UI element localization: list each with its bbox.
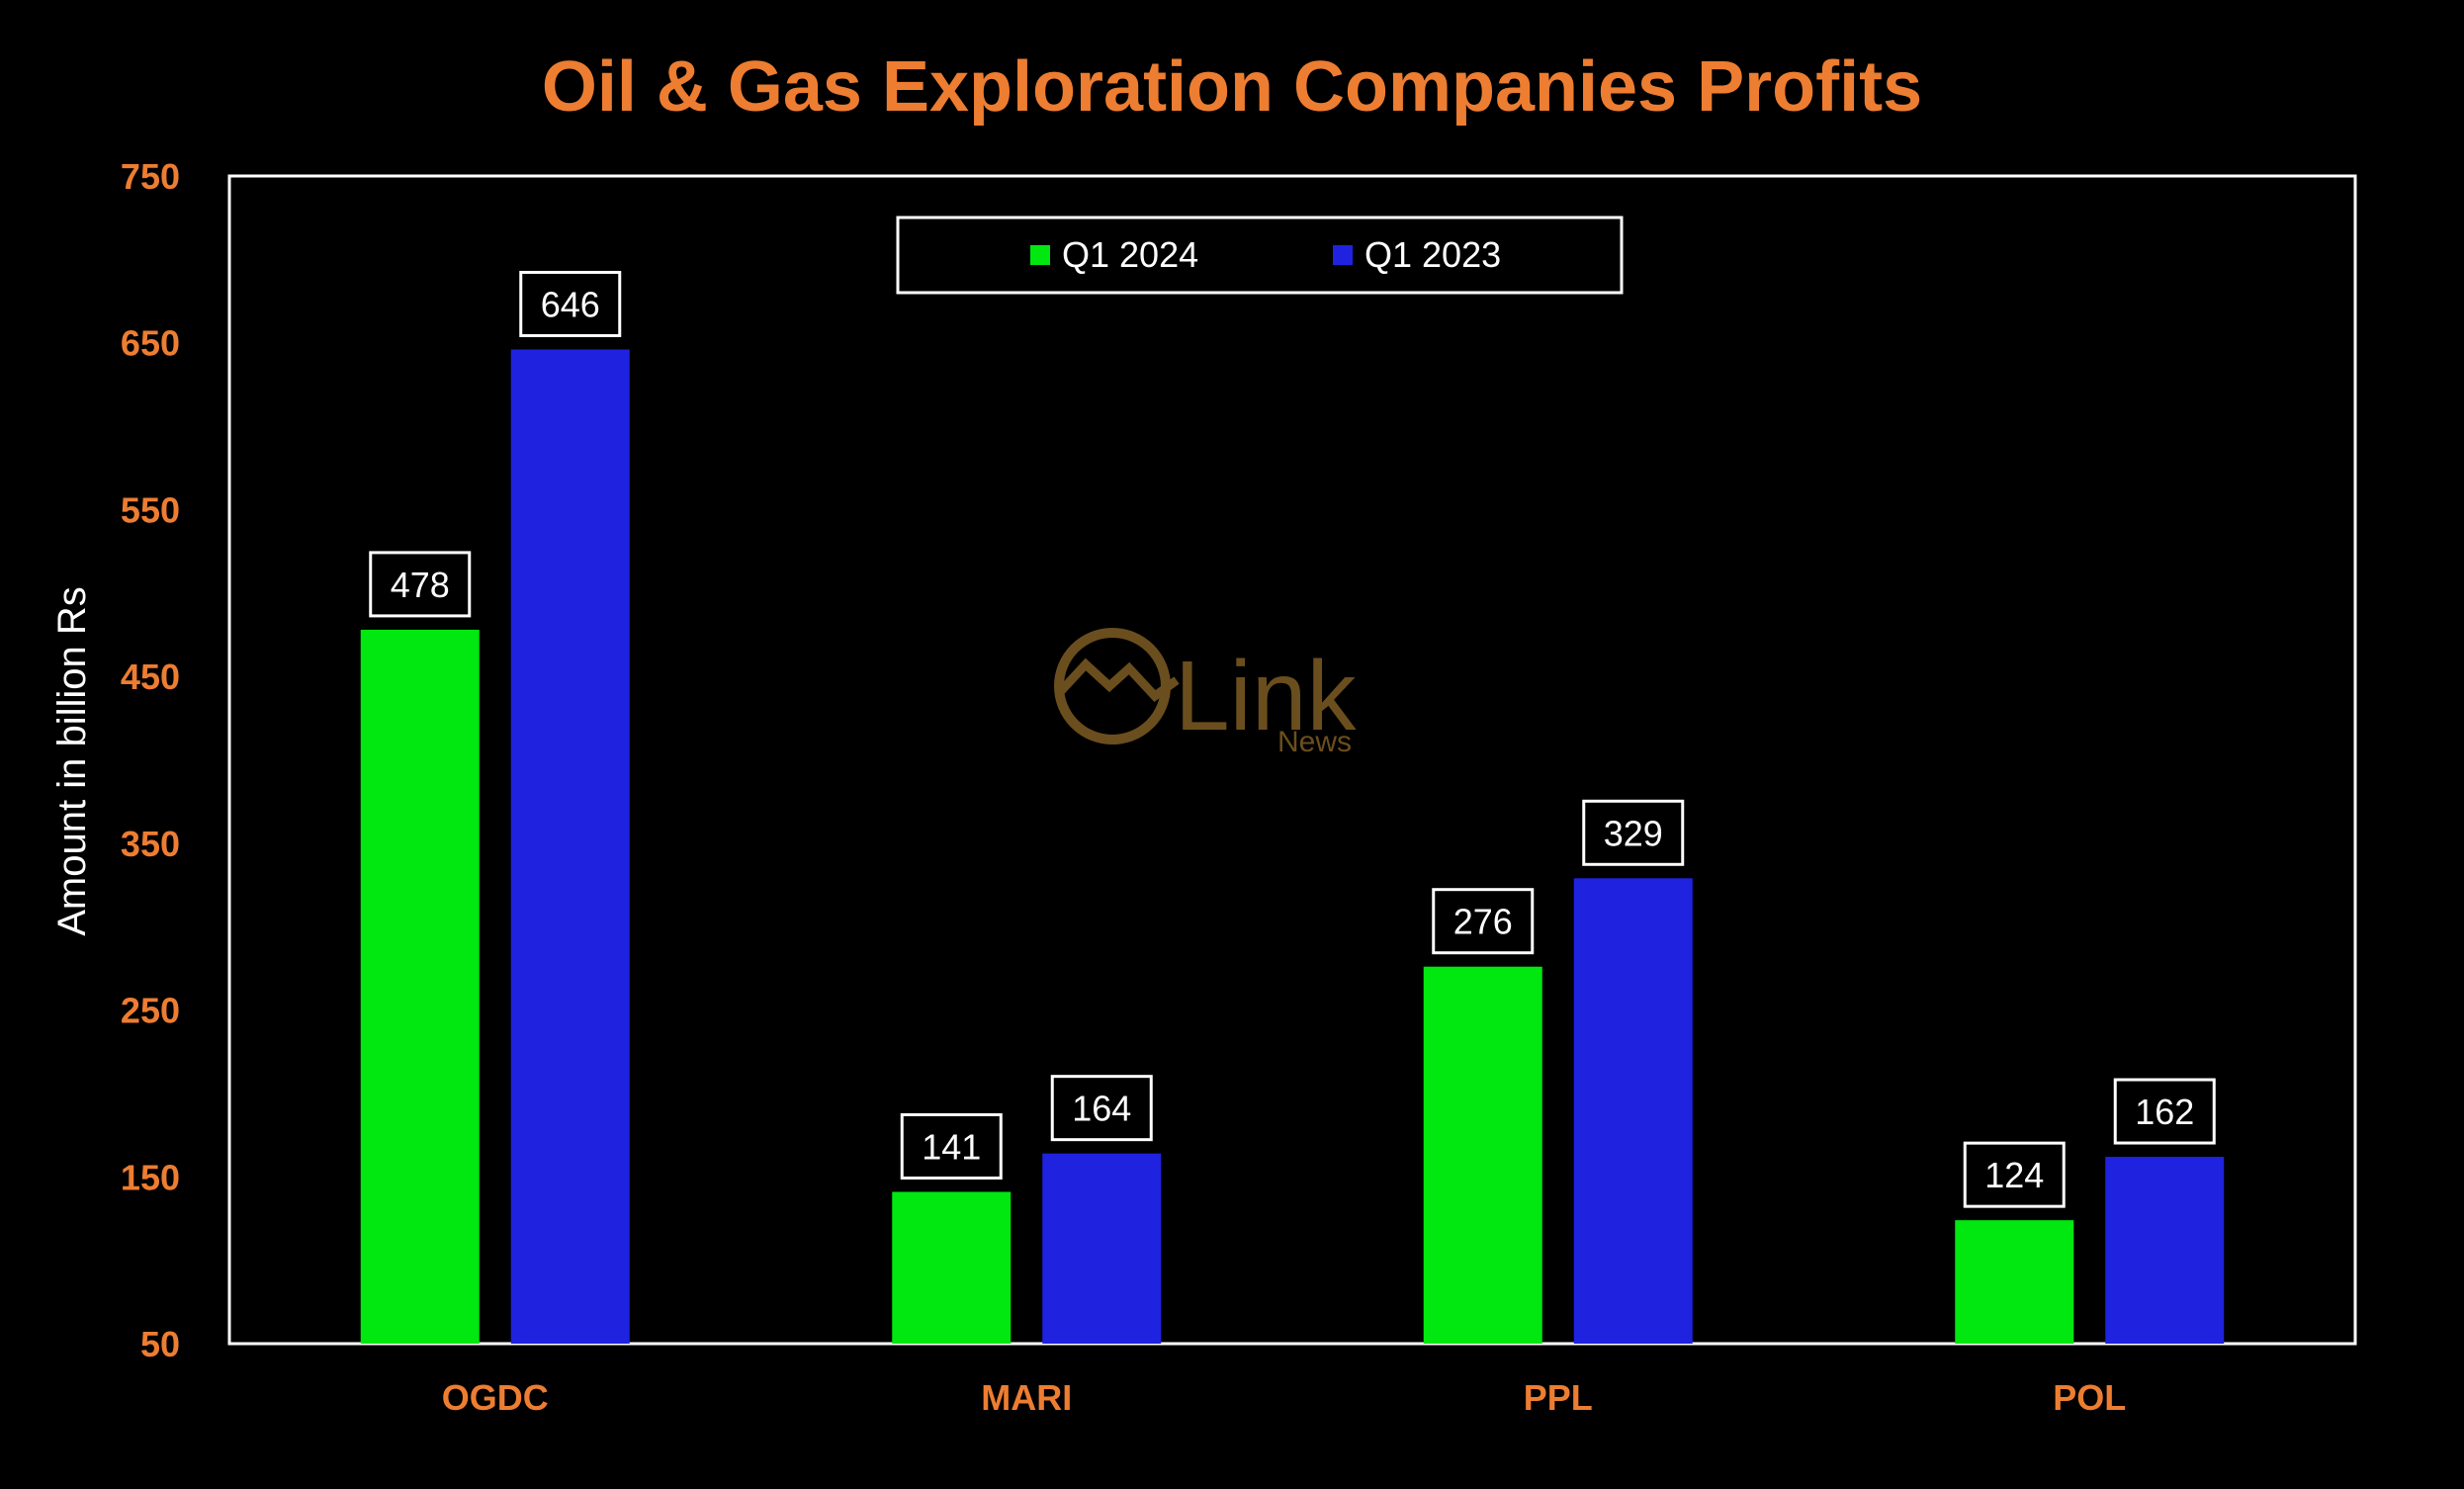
data-label-text: 141 [922,1126,981,1167]
data-label: 124 [1963,1141,2066,1208]
legend-label-q1-2024: Q1 2024 [1062,234,1198,275]
bar-pol-q1-2024 [1955,1220,2074,1344]
bar-mari-q1-2024 [892,1191,1012,1344]
data-label-text: 478 [391,565,450,605]
data-label: 646 [519,270,622,337]
bar-ppl-q1-2024 [1423,966,1542,1344]
data-label-box [1963,1141,2066,1208]
x-tick-label: POL [2053,1377,2126,1418]
bars [360,349,2225,1344]
data-label-text: 164 [1072,1089,1131,1129]
legend-swatch-q1-2024 [1030,245,1050,265]
data-labels: 478 646 141 164 276 329 124 162 [369,270,2216,1208]
y-tick-label: 450 [121,657,180,697]
logo-subtext: News [1277,726,1352,758]
data-label-text: 329 [1604,813,1663,853]
data-label-text: 646 [541,284,600,324]
x-axis-ticks: OGDC MARI PPL POL [442,1377,2127,1418]
data-label-box [519,270,622,337]
link-news-logo: Link News [1054,628,1357,758]
chart-title: Oil & Gas Exploration Companies Profits [542,47,1922,127]
y-axis-ticks: 50 150 250 350 450 550 650 750 [121,156,180,1364]
data-label-text: 162 [2135,1092,2194,1132]
y-tick-label: 750 [121,156,180,197]
bar-ppl-q1-2023 [1573,878,1693,1344]
y-tick-label: 250 [121,991,180,1031]
bar-pol-q1-2023 [2105,1157,2225,1344]
legend-swatch-q1-2023 [1333,245,1353,265]
data-label-text: 276 [1453,902,1513,942]
data-label-box [900,1112,1003,1180]
data-label-box [369,551,472,618]
data-label: 164 [1050,1075,1153,1142]
logo-text: Link [1175,641,1357,751]
x-tick-label: PPL [1524,1377,1593,1418]
y-tick-label: 50 [140,1324,180,1364]
data-label-text: 124 [1984,1155,2044,1195]
bar-mari-q1-2023 [1042,1153,1162,1344]
data-label: 162 [2113,1078,2216,1145]
data-label-box [1582,799,1685,866]
bar-ogdc-q1-2023 [510,349,630,1344]
legend: Q1 2024 Q1 2023 [896,216,1624,295]
y-tick-label: 150 [121,1157,180,1197]
legend-label-q1-2023: Q1 2023 [1364,234,1501,275]
legend-box [896,216,1624,295]
data-label-box [1432,888,1535,955]
bar-ogdc-q1-2024 [360,629,480,1344]
data-label: 329 [1582,799,1685,866]
data-label: 276 [1432,888,1535,955]
x-tick-label: OGDC [442,1377,549,1418]
data-label-box [2113,1078,2216,1145]
plot-area-border [227,174,2357,1346]
logo-chart-line [1056,657,1180,702]
data-label: 141 [900,1112,1003,1180]
x-tick-label: MARI [981,1377,1072,1418]
y-axis-label: Amount in billion Rs [50,586,94,936]
y-tick-label: 350 [121,824,180,864]
data-label-box [1050,1075,1153,1142]
y-tick-label: 650 [121,323,180,364]
y-tick-label: 550 [121,489,180,530]
data-label: 478 [369,551,472,618]
